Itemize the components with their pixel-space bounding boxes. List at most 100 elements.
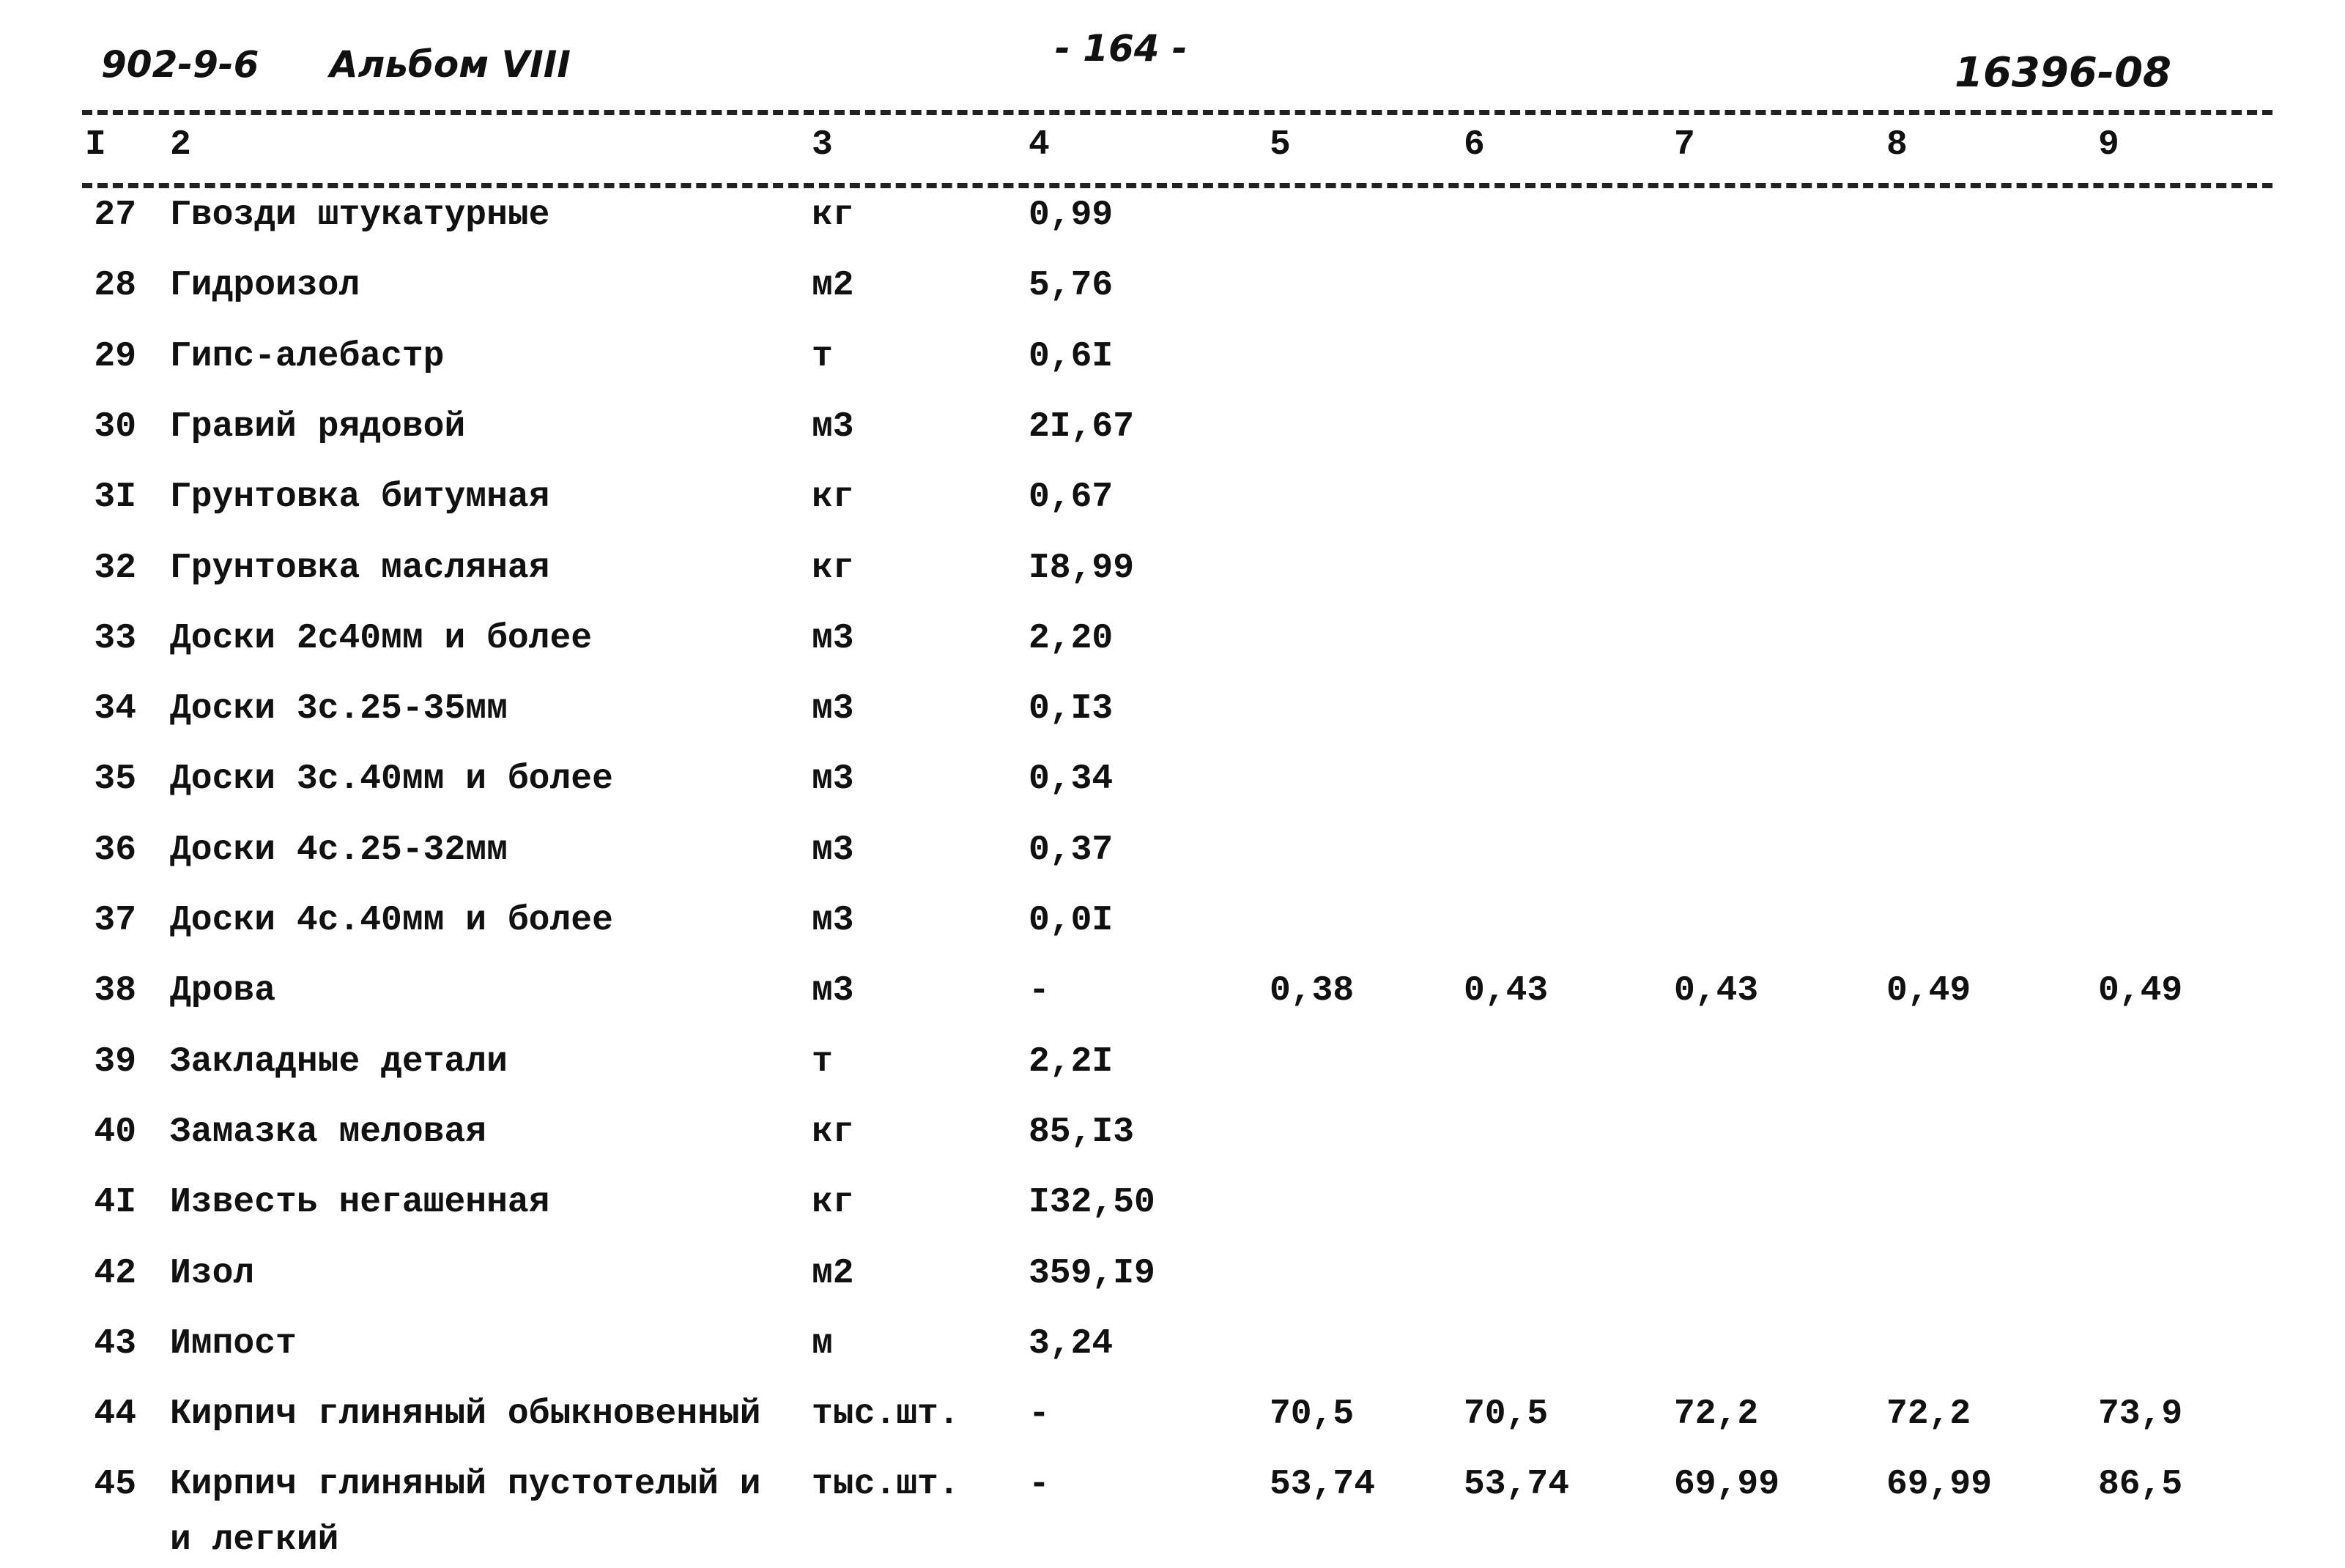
material-name: Закладные детали [170, 1041, 508, 1082]
value: 86,5 [2098, 1465, 2183, 1505]
unit: кг [812, 1112, 854, 1152]
unit: кг [812, 196, 854, 235]
row-number: 35 [94, 759, 136, 800]
unit: тыс.шт. [812, 1465, 960, 1505]
material-name: Доски 2с40мм и более [170, 618, 593, 658]
unit: т [812, 336, 833, 376]
unit: т [812, 1041, 833, 1082]
row-number: 38 [94, 971, 136, 1011]
unit: м3 [812, 830, 854, 870]
column-header: 4 [1029, 125, 1050, 165]
material-name: Известь негашенная [170, 1183, 550, 1223]
material-name: Гвозди штукатурные [170, 196, 550, 235]
material-name: Грунтовка битумная [170, 478, 550, 518]
material-name: Кирпич глиняный пустотелый и и легкий [170, 1465, 761, 1561]
value: 0,49 [2098, 971, 2183, 1011]
material-name: Импост [170, 1323, 297, 1364]
column-header: 7 [1674, 125, 1695, 165]
row-number: 28 [94, 266, 136, 306]
value: 0,49 [1886, 971, 1971, 1011]
value: 2,20 [1029, 618, 1114, 658]
value: 72,2 [1674, 1394, 1759, 1435]
value: 0,I3 [1029, 689, 1114, 729]
column-header: 8 [1886, 125, 1908, 165]
unit: м3 [812, 901, 854, 940]
value: 0,67 [1029, 478, 1114, 518]
value: 70,5 [1270, 1394, 1355, 1435]
unit: кг [812, 478, 854, 518]
value: 73,9 [2098, 1394, 2183, 1435]
value: 3,24 [1029, 1323, 1114, 1364]
value: 85,I3 [1029, 1112, 1135, 1152]
value: 0,38 [1270, 971, 1355, 1011]
unit: кг [812, 548, 854, 588]
material-name: Изол [170, 1253, 255, 1293]
doc-code: 902-9-6 [101, 43, 259, 86]
row-number: 45 [94, 1465, 136, 1505]
value: 53,74 [1270, 1465, 1376, 1505]
material-name: Дрова [170, 971, 276, 1011]
value: 5,76 [1029, 266, 1114, 306]
value: 72,2 [1886, 1394, 1971, 1435]
value: 69,99 [1674, 1465, 1780, 1505]
column-header: 9 [2098, 125, 2119, 165]
row-number: 3I [94, 478, 136, 518]
unit: тыс.шт. [812, 1394, 960, 1435]
row-number: 4I [94, 1183, 136, 1223]
rule [82, 183, 2272, 188]
column-header: 6 [1464, 125, 1485, 165]
value: 0,0I [1029, 901, 1114, 940]
row-number: 44 [94, 1394, 136, 1435]
row-number: 37 [94, 901, 136, 940]
value: 2,2I [1029, 1041, 1114, 1082]
value: 53,74 [1464, 1465, 1570, 1505]
page-number: - 164 - [1055, 27, 1188, 70]
material-name: Гипс-алебастр [170, 336, 445, 376]
material-name: Доски 3с.25-35мм [170, 689, 508, 729]
unit: кг [812, 1183, 854, 1223]
value: 0,43 [1674, 971, 1759, 1011]
value: - [1029, 1394, 1050, 1435]
material-name: Доски 4с.40мм и более [170, 901, 613, 940]
column-header: 5 [1270, 125, 1291, 165]
value: - [1029, 1465, 1050, 1505]
column-header: 3 [812, 125, 833, 165]
row-number: 30 [94, 406, 136, 447]
material-name: Доски 4с.25-32мм [170, 830, 508, 870]
value: I8,99 [1029, 548, 1135, 588]
unit: м3 [812, 406, 854, 447]
material-name: Доски 3с.40мм и более [170, 759, 613, 800]
unit: м3 [812, 971, 854, 1011]
value: 69,99 [1886, 1465, 1993, 1505]
rule [82, 110, 2272, 115]
value: 70,5 [1464, 1394, 1549, 1435]
row-number: 36 [94, 830, 136, 870]
value: 0,34 [1029, 759, 1114, 800]
row-number: 34 [94, 689, 136, 729]
value: 0,99 [1029, 196, 1114, 235]
row-number: 43 [94, 1323, 136, 1364]
value: 0,6I [1029, 336, 1114, 376]
column-header: 2 [170, 125, 191, 165]
value: 0,37 [1029, 830, 1114, 870]
material-name: Гидроизол [170, 266, 360, 306]
row-number: 33 [94, 618, 136, 658]
row-number: 42 [94, 1253, 136, 1293]
row-number: 32 [94, 548, 136, 588]
value: 0,43 [1464, 971, 1549, 1011]
album: Альбом VIII [330, 43, 571, 86]
unit: м3 [812, 689, 854, 729]
unit: м [812, 1323, 833, 1364]
row-number: 39 [94, 1041, 136, 1082]
doc-number: 16396-08 [1955, 49, 2171, 97]
material-name: Кирпич глиняный обыкновенный [170, 1394, 761, 1435]
value: - [1029, 971, 1050, 1011]
unit: м3 [812, 618, 854, 658]
material-name: Гравий рядовой [170, 406, 466, 447]
row-number: 27 [94, 196, 136, 235]
material-name: Грунтовка масляная [170, 548, 550, 588]
material-name: Замазка меловая [170, 1112, 487, 1152]
row-number: 40 [94, 1112, 136, 1152]
value: I32,50 [1029, 1183, 1155, 1223]
